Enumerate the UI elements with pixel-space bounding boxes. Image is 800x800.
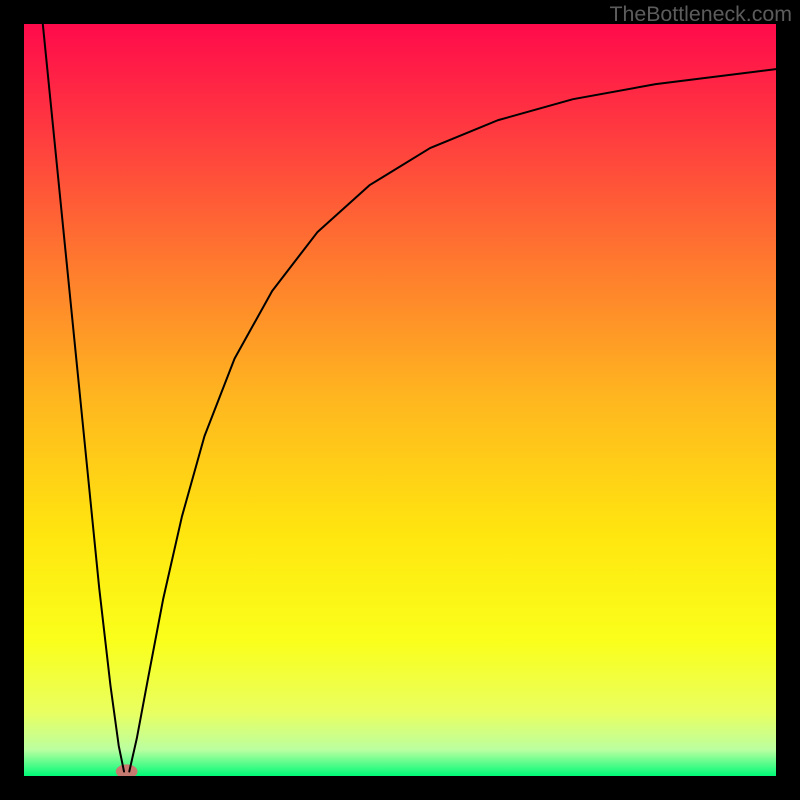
watermark-text: TheBottleneck.com	[609, 2, 792, 27]
chart-stage: TheBottleneck.com	[0, 0, 800, 800]
plot-background	[24, 24, 776, 776]
bottleneck-curve-chart	[0, 0, 800, 800]
